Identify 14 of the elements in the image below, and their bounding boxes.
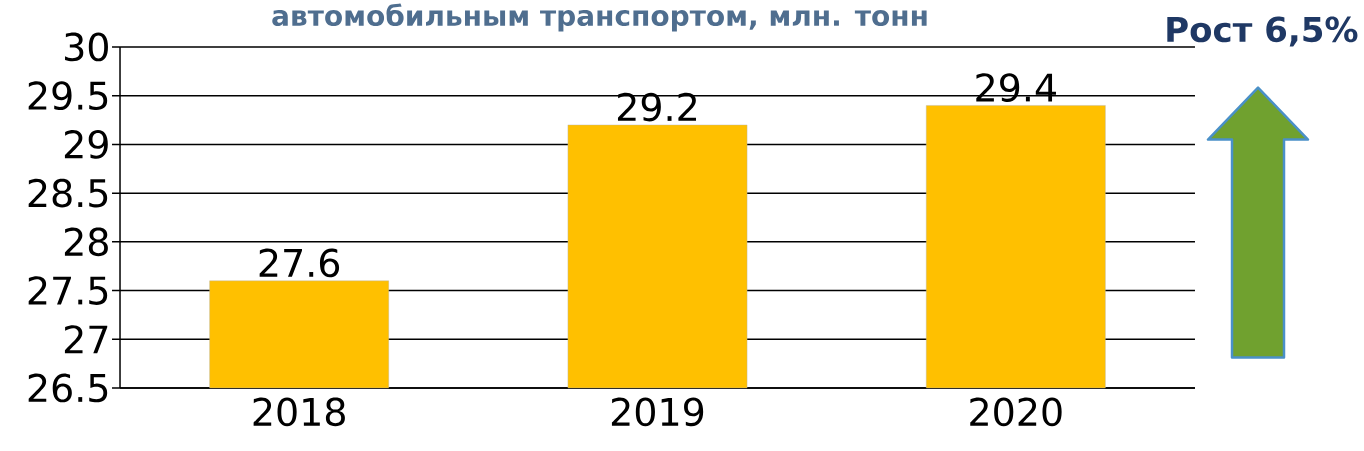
- y-tick-label: 27: [64, 325, 108, 354]
- x-tick-label: 2020: [970, 397, 1062, 427]
- data-label: 27.6: [259, 248, 340, 278]
- y-tick-label: 26.5: [28, 373, 108, 403]
- text: Рост 6,5%: [1167, 16, 1358, 47]
- y-tick-label: 27.5: [28, 276, 108, 305]
- y-tick-label: 29: [64, 130, 108, 159]
- x-tick-label: 2019: [611, 397, 704, 427]
- y-tick-label: 28: [64, 227, 108, 257]
- y-tick-label: 29.5: [28, 81, 108, 111]
- x-tick-label: 2018: [253, 397, 345, 427]
- y-tick-label: 28.5: [28, 178, 108, 208]
- y-tick-label: 30: [65, 32, 108, 62]
- chart-title: автомобильным транспортом, млн. тонн: [272, 3, 927, 32]
